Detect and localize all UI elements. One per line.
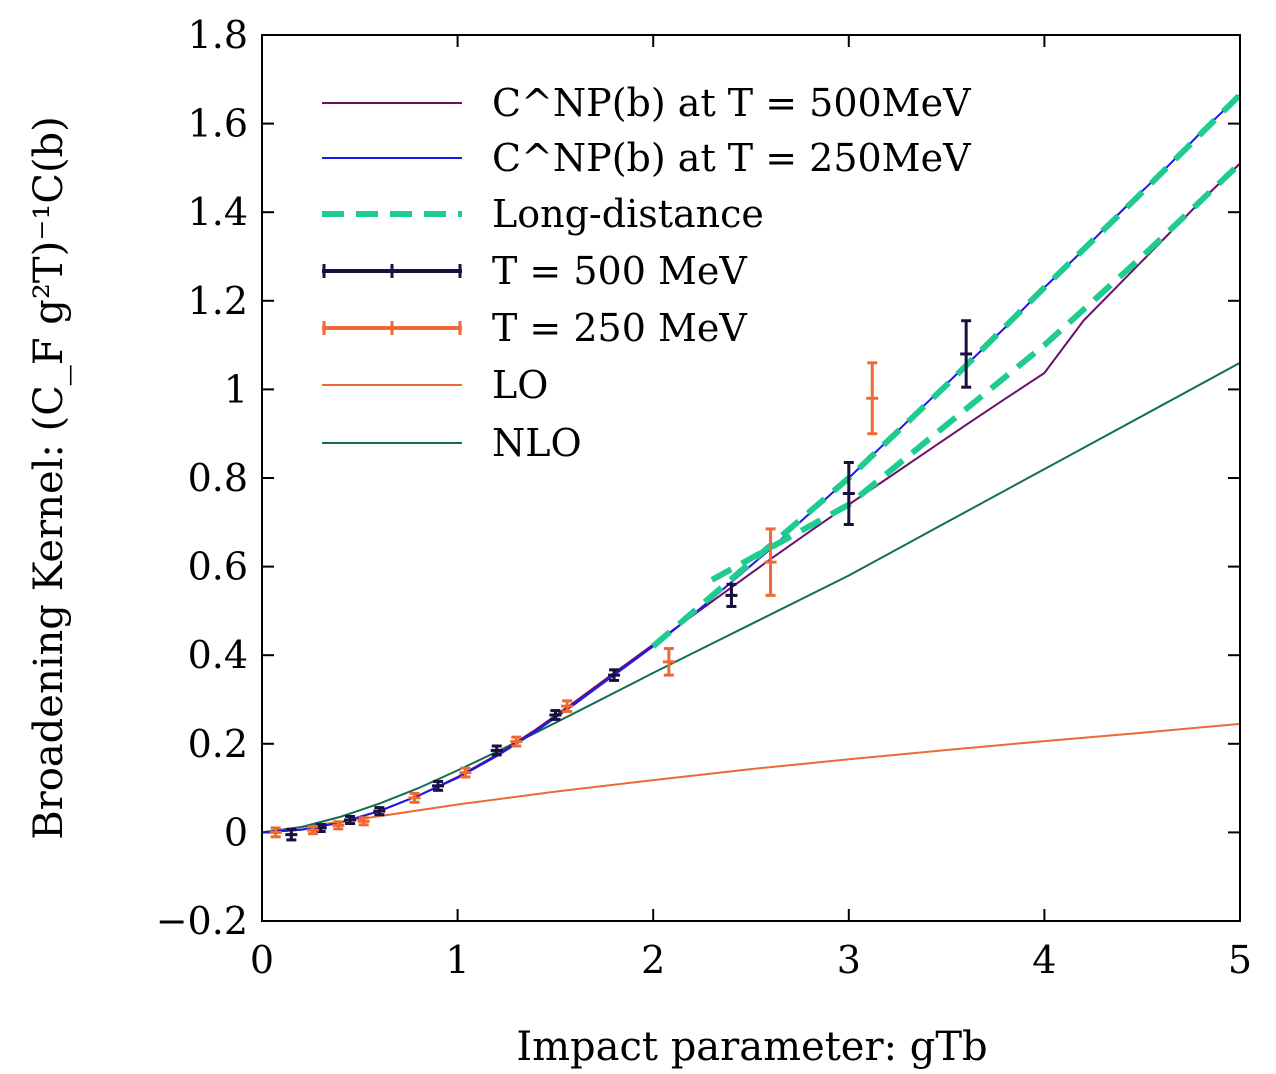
- legend-label-long-distance: Long-distance: [492, 192, 764, 236]
- data-point-t-250-mev: [764, 527, 777, 597]
- data-point-t-250-mev: [662, 647, 675, 677]
- legend-label-nlo: NLO: [492, 421, 582, 465]
- y-tick-label: 0.4: [188, 633, 248, 677]
- data-point-t-500-mev: [960, 319, 973, 389]
- legend-label-lo: LO: [492, 363, 548, 407]
- x-axis-label: Impact parameter: gTb: [516, 1024, 987, 1070]
- data-point-t-250-mev: [510, 735, 523, 748]
- y-tick-label: 1.4: [188, 190, 248, 234]
- legend-entry-nlo: NLO: [322, 421, 582, 465]
- series-dashed-long-distance-0: [651, 92, 1243, 649]
- data-point-t-500-mev: [432, 779, 445, 792]
- y-tick-label: 1.8: [188, 13, 248, 57]
- data-point-t-250-mev: [408, 791, 421, 804]
- legend-label-cnp-500: C^NP(b) at T = 500MeV: [492, 81, 971, 125]
- series-line-nlo: [261, 361, 1241, 834]
- legend-entry-t500: T = 500 MeV: [322, 249, 747, 293]
- data-point-t-250-mev: [561, 699, 574, 713]
- series-layer: [261, 92, 1243, 842]
- tick-labels: 0 1 2 3 4 5−0.200.20.40.60.811.21.41.61.8: [156, 13, 1252, 982]
- x-tick-label: 2: [641, 938, 665, 982]
- x-tick-label: 5: [1228, 938, 1252, 982]
- data-point-t-250-mev: [269, 826, 282, 839]
- data-point-t-500-mev: [725, 582, 738, 608]
- legend-label-t500: T = 500 MeV: [492, 249, 747, 293]
- y-tick-label: 1.6: [188, 102, 248, 146]
- data-point-t-250-mev: [332, 820, 345, 831]
- legend: C^NP(b) at T = 500MeV C^NP(b) at T = 250…: [322, 81, 971, 465]
- data-point-t-500-mev: [285, 827, 298, 842]
- legend-entry-long-distance: Long-distance: [322, 192, 764, 236]
- data-point-t-250-mev: [357, 816, 370, 827]
- x-tick-label: 4: [1032, 938, 1056, 982]
- data-point-t-500-mev: [344, 814, 357, 826]
- data-point-t-500-mev: [490, 744, 503, 757]
- y-tick-label: 1.2: [188, 279, 248, 323]
- data-point-t-500-mev: [842, 460, 855, 527]
- x-tick-label: 0: [250, 938, 274, 982]
- legend-label-t250: T = 250 MeV: [492, 306, 747, 350]
- plot-frame: [261, 34, 1241, 922]
- data-point-t-250-mev: [866, 361, 879, 436]
- y-tick-label: 0.2: [188, 722, 248, 766]
- series-line-c-np-b-at-t-500mev: [261, 162, 1241, 834]
- x-tick-label: 1: [446, 938, 470, 982]
- series-line-c-np-b-at-t-250mev: [261, 94, 1241, 834]
- legend-label-cnp-250: C^NP(b) at T = 250MeV: [492, 136, 971, 180]
- x-tick-label: 3: [837, 938, 861, 982]
- y-tick-label: 1: [224, 367, 248, 411]
- legend-entry-cnp-500: C^NP(b) at T = 500MeV: [322, 81, 971, 125]
- series-dashed-long-distance-1: [710, 161, 1243, 583]
- data-point-t-500-mev: [608, 668, 621, 682]
- y-tick-label: 0: [224, 810, 248, 854]
- data-point-t-500-mev: [373, 806, 386, 817]
- y-axis-label: Broadening Kernel: (C_F g²T)⁻¹C(b): [26, 116, 72, 840]
- series-line-lo: [261, 722, 1241, 834]
- legend-entry-t250: T = 250 MeV: [322, 306, 747, 350]
- legend-entry-cnp-250: C^NP(b) at T = 250MeV: [322, 136, 971, 180]
- data-point-t-500-mev: [549, 709, 562, 721]
- legend-entry-lo: LO: [322, 363, 548, 407]
- y-tick-label: −0.2: [156, 899, 248, 943]
- y-tick-label: 0.6: [188, 545, 248, 589]
- data-point-t-250-mev: [459, 766, 472, 779]
- data-point-t-250-mev: [306, 825, 319, 836]
- y-tick-label: 0.8: [188, 456, 248, 500]
